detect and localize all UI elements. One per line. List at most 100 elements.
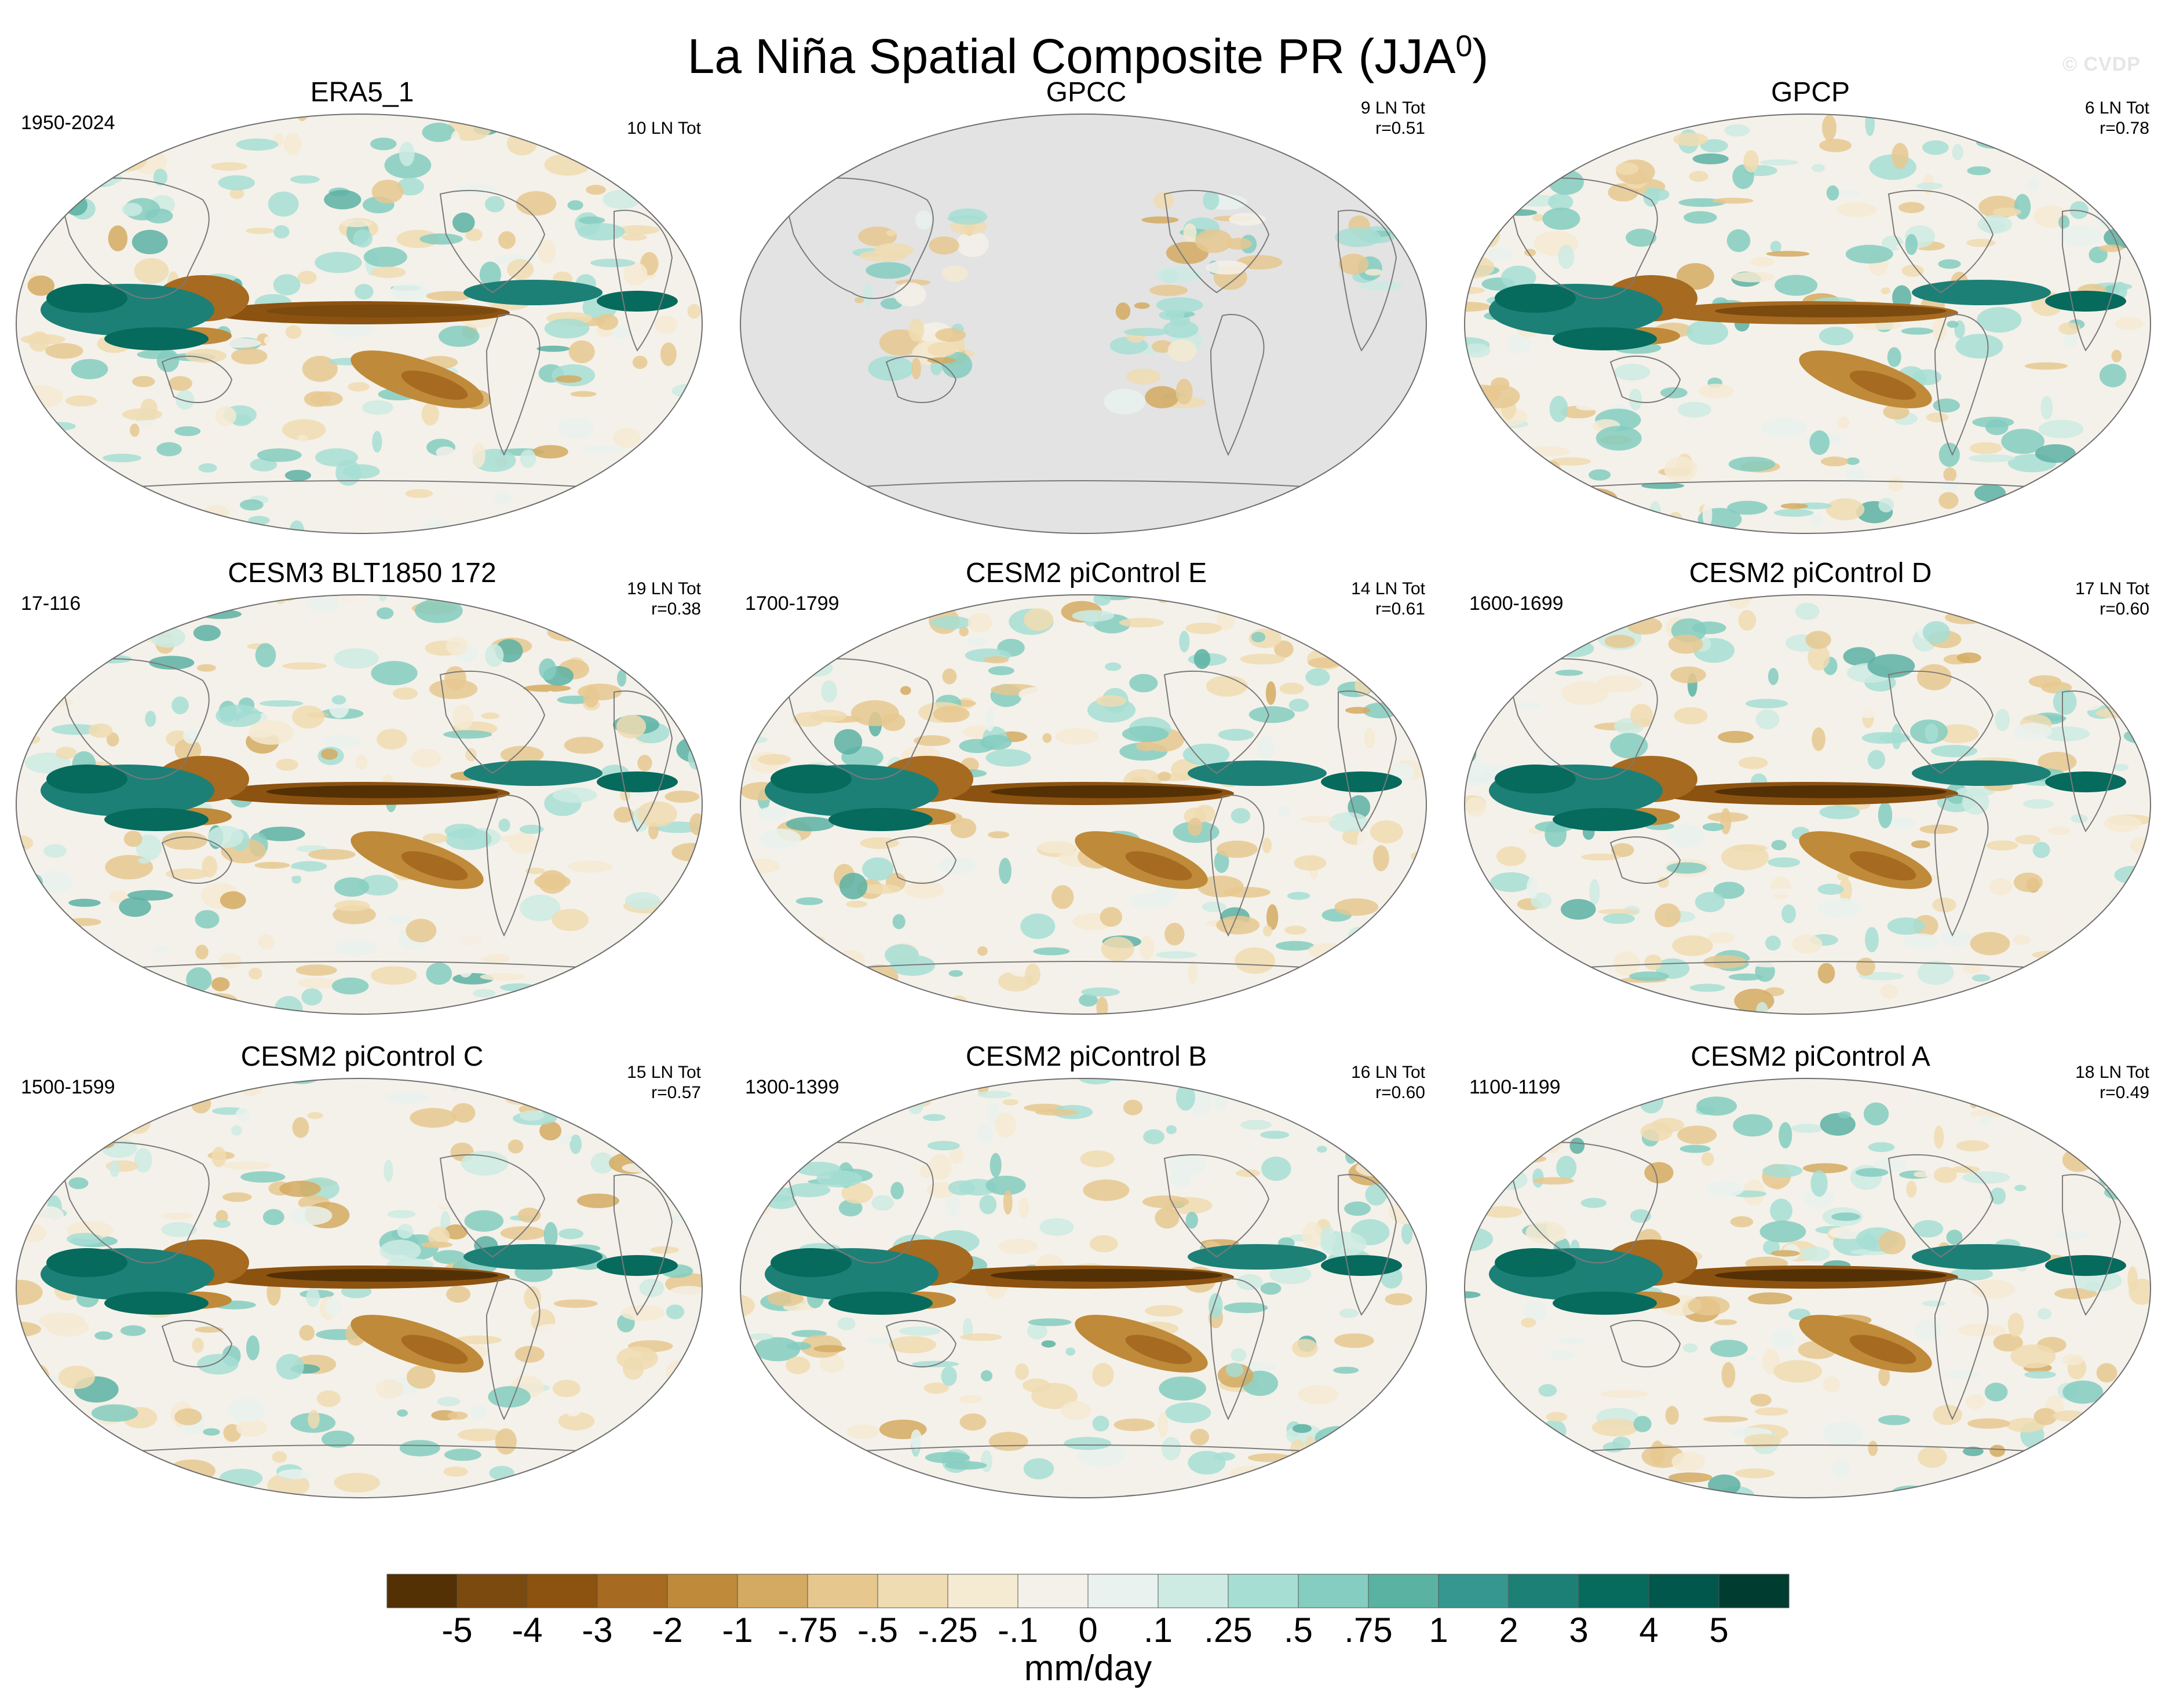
colorbar-swatch	[1228, 1574, 1299, 1608]
colorbar-tick-label: .75	[1344, 1611, 1393, 1650]
colorbar-tick-label: -3	[582, 1611, 613, 1650]
panel-title: CESM2 piControl A	[1691, 1041, 1930, 1072]
map-globe	[1464, 1078, 2151, 1498]
colorbar-swatch	[807, 1574, 878, 1608]
colorbar-tick-label: -.75	[777, 1611, 838, 1650]
panel-period: 1950-2024	[21, 112, 115, 134]
panel-pattern-correlation: r=0.60	[2100, 599, 2149, 619]
colorbar-swatch	[1017, 1574, 1089, 1608]
map-panel: GPCC 9 LN Tot r=0.51	[736, 72, 1437, 536]
panel-title: GPCP	[1770, 77, 1850, 108]
map-panel: CESM2 piControl A 1100-1199 18 LN Tot r=0.4…	[1460, 1037, 2161, 1500]
panel-event-count: 14 LN Tot	[1351, 579, 1425, 598]
panel-title: CESM2 piControl B	[965, 1041, 1207, 1072]
colorbar-swatch	[1158, 1574, 1229, 1608]
map-panel: ERA5_1 1950-2024 10 LN Tot	[12, 72, 713, 536]
precip-field	[1465, 114, 2151, 533]
precip-field	[1465, 595, 2151, 1014]
figure-title: La Niña Spatial Composite PR (JJA0)	[0, 17, 2176, 85]
colorbar-tick-label: -1	[722, 1611, 753, 1650]
precip-field	[740, 114, 1426, 533]
panel-title: ERA5_1	[310, 77, 414, 108]
map-panel: CESM2 piControl B 1300-1399 16 LN Tot r=0.6…	[736, 1037, 1437, 1500]
colorbar-tick-label: -4	[512, 1611, 543, 1650]
colorbar-swatch	[1718, 1574, 1790, 1608]
colorbar-tick-label: -2	[652, 1611, 683, 1650]
panel-period: 17-116	[21, 593, 81, 615]
panel-pattern-correlation: r=0.78	[2100, 119, 2149, 138]
panel-event-count: 10 LN Tot	[627, 119, 701, 138]
panel-period: 1500-1599	[21, 1076, 115, 1098]
colorbar-tick-label: -5	[441, 1611, 473, 1650]
panel-pattern-correlation: r=0.49	[2100, 1083, 2149, 1102]
panel-title: CESM2 piControl C	[240, 1041, 484, 1072]
map-panel: CESM2 piControl C 1500-1599 15 LN Tot r=0.5…	[12, 1037, 713, 1500]
colorbar-tick-label: 4	[1639, 1611, 1659, 1650]
colorbar-swatch	[737, 1574, 808, 1608]
colorbar-swatch	[947, 1574, 1018, 1608]
map-globe	[1464, 594, 2151, 1015]
colorbar-tick-label: 5	[1709, 1611, 1729, 1650]
colorbar-swatch	[1578, 1574, 1649, 1608]
map-panel: CESM3 BLT1850 172 17-116 19 LN Tot r=0.38	[12, 553, 713, 1016]
panel-pattern-correlation: r=0.51	[1375, 119, 1425, 138]
title-superscript: 0	[1455, 30, 1473, 63]
panel-event-count: 17 LN Tot	[2075, 579, 2149, 598]
panel-event-count: 19 LN Tot	[627, 579, 701, 598]
map-globe	[740, 1078, 1427, 1498]
panel-title: GPCC	[1046, 77, 1127, 108]
precip-field	[16, 1078, 702, 1498]
map-globe	[740, 594, 1427, 1015]
colorbar-swatch	[597, 1574, 668, 1608]
colorbar-swatch	[386, 1574, 458, 1608]
colorbar-tick-label: 1	[1429, 1611, 1448, 1650]
colorbar-swatch	[1087, 1574, 1159, 1608]
colorbar-swatch	[457, 1574, 528, 1608]
map-globe	[16, 1078, 703, 1498]
colorbar-swatch	[1298, 1574, 1369, 1608]
colorbar-tick-label: -.5	[857, 1611, 899, 1650]
panel-title: CESM3 BLT1850 172	[228, 558, 496, 588]
panel-period: 1100-1199	[1469, 1076, 1561, 1098]
colorbar-tick-label: .5	[1283, 1611, 1313, 1650]
colorbar-tick-label: -.25	[918, 1611, 978, 1650]
panel-event-count: 16 LN Tot	[1351, 1063, 1425, 1082]
title-text: La Niña Spatial Composite PR (JJA	[687, 29, 1456, 83]
map-globe	[740, 114, 1427, 534]
panel-period: 1600-1699	[1469, 593, 1564, 615]
colorbar-tick-label: .1	[1143, 1611, 1173, 1650]
map-globe	[16, 594, 703, 1015]
precip-field	[1465, 1078, 2151, 1498]
panel-title: CESM2 piControl D	[1689, 558, 1932, 588]
panel-pattern-correlation: r=0.38	[651, 599, 701, 619]
colorbar-tick-label: .25	[1204, 1611, 1253, 1650]
panel-title: CESM2 piControl E	[965, 558, 1207, 588]
map-panel: CESM2 piControl E 1700-1799 14 LN Tot r=0.6…	[736, 553, 1437, 1016]
panel-pattern-correlation: r=0.57	[651, 1083, 701, 1102]
colorbar-tick-label: 2	[1499, 1611, 1518, 1650]
panel-event-count: 15 LN Tot	[627, 1063, 701, 1082]
colorbar-units: mm/day	[1024, 1648, 1152, 1688]
panel-period: 1300-1399	[745, 1076, 839, 1098]
colorbar-swatch	[1368, 1574, 1439, 1608]
map-panel: GPCP 6 LN Tot r=0.78	[1460, 72, 2161, 536]
panel-pattern-correlation: r=0.60	[1375, 1083, 1425, 1102]
panel-event-count: 18 LN Tot	[2075, 1063, 2149, 1082]
map-globe	[1464, 114, 2151, 534]
map-globe	[16, 114, 703, 534]
panel-pattern-correlation: r=0.61	[1375, 599, 1425, 619]
title-close: )	[1472, 29, 1489, 83]
panel-event-count: 6 LN Tot	[2084, 98, 2149, 118]
colorbar-swatch	[1648, 1574, 1719, 1608]
colorbar-swatch	[1508, 1574, 1579, 1608]
colorbar-swatch	[1438, 1574, 1509, 1608]
colorbar-tick-label: 3	[1569, 1611, 1589, 1650]
colorbar-swatch	[877, 1574, 948, 1608]
panel-event-count: 9 LN Tot	[1360, 98, 1425, 118]
precip-field	[16, 114, 702, 533]
map-panel: CESM2 piControl D 1600-1699 17 LN Tot r=0.6…	[1460, 553, 2161, 1016]
colorbar-swatch	[527, 1574, 598, 1608]
colorbar-tick-label: -.1	[997, 1611, 1039, 1650]
